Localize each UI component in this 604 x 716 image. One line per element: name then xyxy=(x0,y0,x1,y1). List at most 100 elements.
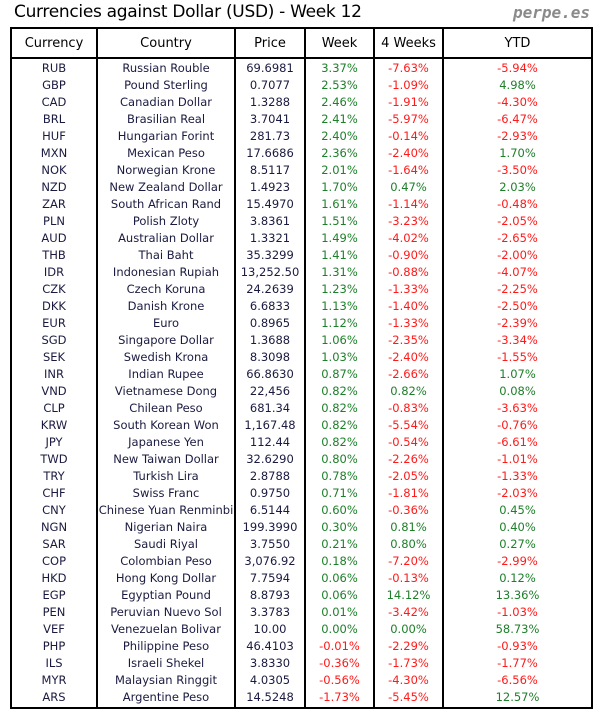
cell-price: 0.9750 xyxy=(234,485,306,502)
table-header: Currency Country Price Week 4 Weeks YTD xyxy=(10,27,593,59)
cell-currency: DKK xyxy=(10,298,98,315)
cell-currency: COP xyxy=(10,553,98,570)
table-row: INR Indian Rupee 66.8630 0.87% -2.66% 1.07% xyxy=(10,366,593,383)
cell-ytd: 0.27% xyxy=(442,536,593,553)
cell-week: -0.56% xyxy=(304,672,375,689)
cell-week: 1.41% xyxy=(304,247,375,264)
cell-4-weeks: -5.97% xyxy=(373,111,444,128)
cell-price: 3.3783 xyxy=(234,604,306,621)
table-row: BRL Brasilian Real 3.7041 2.41% -5.97% -6.47% xyxy=(10,111,593,128)
cell-ytd: -2.00% xyxy=(442,247,593,264)
cell-4-weeks: -1.14% xyxy=(373,196,444,213)
cell-price: 69.6981 xyxy=(234,58,306,77)
cell-4-weeks: 0.82% xyxy=(373,383,444,400)
cell-4-weeks: -2.66% xyxy=(373,366,444,383)
cell-4-weeks: 0.00% xyxy=(373,621,444,638)
cell-currency: TRY xyxy=(10,468,98,485)
cell-price: 0.8965 xyxy=(234,315,306,332)
cell-country: Swedish Krona xyxy=(96,349,236,366)
cell-ytd: -2.93% xyxy=(442,128,593,145)
cell-currency: HKD xyxy=(10,570,98,587)
table-row: HUF Hungarian Forint 281.73 2.40% -0.14% -2.9… xyxy=(10,128,593,145)
table-row: VEF Venezuelan Bolivar 10.00 0.00% 0.00% 58.7… xyxy=(10,621,593,638)
cell-currency: PLN xyxy=(10,213,98,230)
cell-price: 1.4923 xyxy=(234,179,306,196)
cell-ytd: -2.50% xyxy=(442,298,593,315)
cell-currency: ZAR xyxy=(10,196,98,213)
header-4-weeks: 4 Weeks xyxy=(373,27,444,59)
cell-week: 0.30% xyxy=(304,519,375,536)
cell-country: Nigerian Naira xyxy=(96,519,236,536)
cell-currency: CLP xyxy=(10,400,98,417)
cell-week: -1.73% xyxy=(304,689,375,708)
cell-ytd: -1.55% xyxy=(442,349,593,366)
cell-4-weeks: -1.64% xyxy=(373,162,444,179)
cell-week: 1.12% xyxy=(304,315,375,332)
cell-country: New Taiwan Dollar xyxy=(96,451,236,468)
cell-4-weeks: 14.12% xyxy=(373,587,444,604)
cell-ytd: -2.25% xyxy=(442,281,593,298)
table-row: TRY Turkish Lira 2.8788 0.78% -2.05% -1.33% xyxy=(10,468,593,485)
cell-country: Israeli Shekel xyxy=(96,655,236,672)
cell-week: 2.40% xyxy=(304,128,375,145)
page-title: Currencies against Dollar (USD) - Week 1… xyxy=(14,2,362,22)
cell-ytd: 0.45% xyxy=(442,502,593,519)
cell-currency: AUD xyxy=(10,230,98,247)
table-row: SAR Saudi Riyal 3.7550 0.21% 0.80% 0.27% xyxy=(10,536,593,553)
cell-currency: INR xyxy=(10,366,98,383)
cell-ytd: -4.30% xyxy=(442,94,593,111)
cell-ytd: -1.03% xyxy=(442,604,593,621)
cell-country: Japanese Yen xyxy=(96,434,236,451)
cell-price: 1,167.48 xyxy=(234,417,306,434)
cell-price: 13,252.50 xyxy=(234,264,306,281)
cell-country: South African Rand xyxy=(96,196,236,213)
cell-price: 46.4103 xyxy=(234,638,306,655)
cell-ytd: -2.65% xyxy=(442,230,593,247)
cell-currency: MXN xyxy=(10,145,98,162)
table-row: COP Colombian Peso 3,076.92 0.18% -7.20% -2.9… xyxy=(10,553,593,570)
table-row: MYR Malaysian Ringgit 4.0305 -0.56% -4.30% -6… xyxy=(10,672,593,689)
cell-currency: SEK xyxy=(10,349,98,366)
cell-4-weeks: -1.81% xyxy=(373,485,444,502)
table-row: CLP Chilean Peso 681.34 0.82% -0.83% -3.63% xyxy=(10,400,593,417)
cell-price: 7.7594 xyxy=(234,570,306,587)
cell-country: Polish Zloty xyxy=(96,213,236,230)
cell-currency: PHP xyxy=(10,638,98,655)
cell-price: 3.8330 xyxy=(234,655,306,672)
cell-ytd: 13.36% xyxy=(442,587,593,604)
cell-4-weeks: -0.88% xyxy=(373,264,444,281)
cell-week: 0.00% xyxy=(304,621,375,638)
cell-price: 15.4970 xyxy=(234,196,306,213)
table-row: NZD New Zealand Dollar 1.4923 1.70% 0.47% 2.0… xyxy=(10,179,593,196)
cell-week: 1.61% xyxy=(304,196,375,213)
header-week: Week xyxy=(304,27,375,59)
cell-price: 1.3688 xyxy=(234,332,306,349)
table-row: EUR Euro 0.8965 1.12% -1.33% -2.39% xyxy=(10,315,593,332)
cell-4-weeks: 0.80% xyxy=(373,536,444,553)
cell-4-weeks: -4.02% xyxy=(373,230,444,247)
cell-country: Hungarian Forint xyxy=(96,128,236,145)
table-row: IDR Indonesian Rupiah 13,252.50 1.31% -0.88%… xyxy=(10,264,593,281)
cell-week: 2.53% xyxy=(304,77,375,94)
brand-logo: perpe.es xyxy=(512,3,590,22)
cell-currency: CNY xyxy=(10,502,98,519)
cell-currency: JPY xyxy=(10,434,98,451)
table-row: MXN Mexican Peso 17.6686 2.36% -2.40% 1.70% xyxy=(10,145,593,162)
cell-week: 1.49% xyxy=(304,230,375,247)
cell-week: 0.18% xyxy=(304,553,375,570)
cell-currency: TWD xyxy=(10,451,98,468)
cell-currency: HUF xyxy=(10,128,98,145)
cell-week: 1.51% xyxy=(304,213,375,230)
cell-price: 3.7041 xyxy=(234,111,306,128)
cell-country: Saudi Riyal xyxy=(96,536,236,553)
table-row: KRW South Korean Won 1,167.48 0.82% -5.54% -0… xyxy=(10,417,593,434)
cell-week: 1.03% xyxy=(304,349,375,366)
cell-week: 0.71% xyxy=(304,485,375,502)
cell-week: 0.82% xyxy=(304,434,375,451)
cell-currency: NOK xyxy=(10,162,98,179)
cell-currency: VEF xyxy=(10,621,98,638)
cell-country: Argentine Peso xyxy=(96,689,236,708)
cell-ytd: -5.94% xyxy=(442,58,593,77)
cell-week: 0.60% xyxy=(304,502,375,519)
cell-ytd: -6.56% xyxy=(442,672,593,689)
